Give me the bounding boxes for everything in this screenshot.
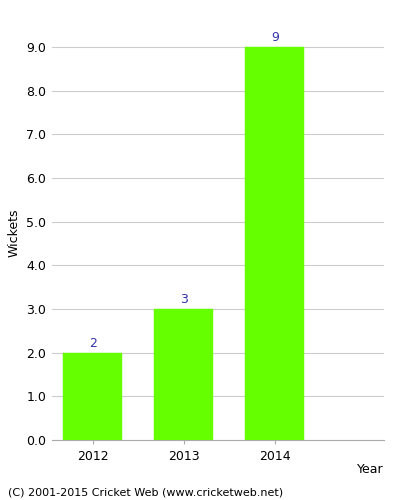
Bar	[154, 309, 214, 440]
Bar	[245, 47, 304, 440]
Y-axis label: Wickets: Wickets	[8, 208, 21, 257]
Text: 9: 9	[271, 31, 279, 44]
Text: (C) 2001-2015 Cricket Web (www.cricketweb.net): (C) 2001-2015 Cricket Web (www.cricketwe…	[8, 488, 283, 498]
Text: Year: Year	[357, 463, 384, 476]
Bar	[63, 352, 122, 440]
Text: 3: 3	[180, 293, 188, 306]
Text: 2: 2	[89, 336, 97, 349]
